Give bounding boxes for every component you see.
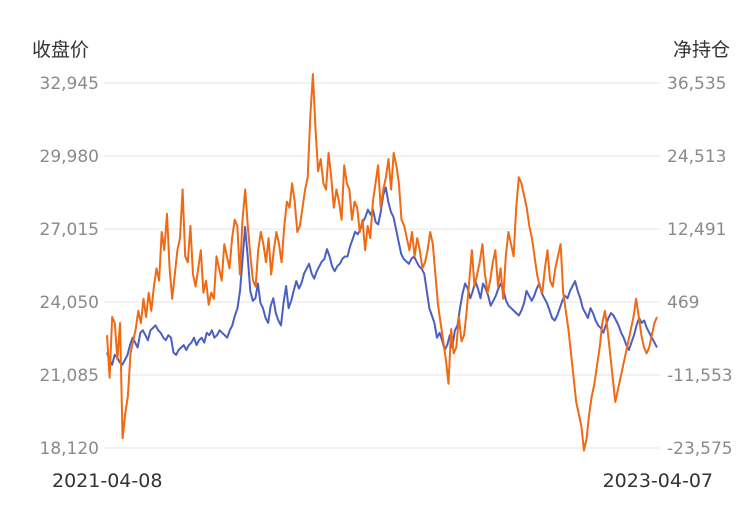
left-tick-label: 27,015 [40,220,99,240]
right-tick-label: 12,491 [667,220,726,240]
left-tick-label: 18,120 [40,439,99,459]
gridlines [104,82,660,449]
left-axis-ticks: 32,945 29,980 27,015 24,050 21,085 18,120 [40,74,99,459]
right-tick-label: 36,535 [667,74,726,94]
series-line-net-position [106,73,658,452]
left-tick-label: 32,945 [40,74,99,94]
left-axis-title: 收盘价 [32,39,89,61]
right-tick-label: -23,575 [667,439,733,459]
right-tick-label: 24,513 [667,147,726,167]
right-axis-ticks: 36,535 24,513 12,491 469 -11,553 -23,575 [667,74,733,459]
x-start-date-label: 2021-04-08 [52,470,162,492]
left-tick-label: 24,050 [40,293,99,313]
series-line-close-price [106,186,658,366]
x-end-date-label: 2023-04-07 [603,470,713,492]
left-tick-label: 29,980 [40,147,99,167]
left-tick-label: 21,085 [40,366,99,386]
right-tick-label: 469 [667,293,699,313]
right-tick-label: -11,553 [667,366,733,386]
right-axis-title: 净持仓 [673,39,730,61]
series-lines [106,73,658,452]
